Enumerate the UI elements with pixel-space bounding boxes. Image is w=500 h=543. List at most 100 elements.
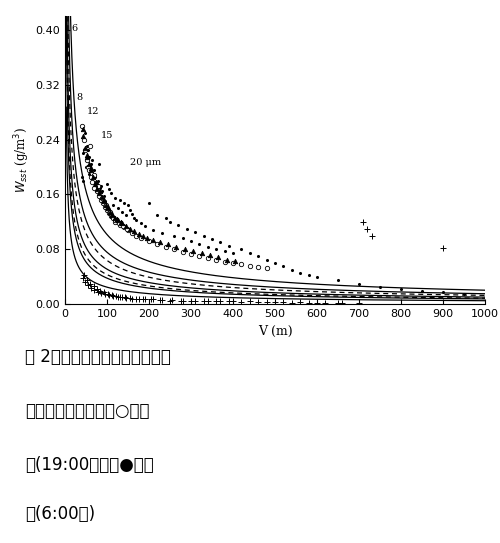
Point xyxy=(99,193,107,202)
Point xyxy=(87,166,95,175)
Point xyxy=(88,164,96,173)
Point xyxy=(222,255,230,264)
Point xyxy=(120,293,128,301)
Text: (6:00〜): (6:00〜) xyxy=(25,505,95,523)
Point xyxy=(149,295,157,304)
Point xyxy=(115,219,123,228)
Point xyxy=(254,263,262,272)
Point xyxy=(80,271,88,280)
Point xyxy=(90,286,98,294)
Point xyxy=(288,298,296,307)
Point xyxy=(206,251,214,260)
Point xyxy=(187,237,195,245)
Point xyxy=(130,213,138,222)
Point xyxy=(128,209,136,218)
Point xyxy=(103,205,111,214)
Point xyxy=(116,292,124,301)
Point xyxy=(166,218,174,226)
Point xyxy=(196,239,203,248)
Point xyxy=(262,264,270,273)
Point xyxy=(90,178,98,186)
Point xyxy=(288,266,296,274)
Point xyxy=(141,295,149,304)
Point xyxy=(90,183,98,192)
Point xyxy=(118,219,126,228)
Point xyxy=(84,163,92,172)
Point xyxy=(262,298,270,306)
Point xyxy=(138,231,146,240)
Point xyxy=(296,298,304,306)
Point xyxy=(114,292,122,301)
Point xyxy=(107,212,115,220)
Point xyxy=(101,290,109,299)
Point xyxy=(397,285,405,293)
Point xyxy=(204,242,212,251)
Point xyxy=(96,190,104,199)
Y-axis label: $W_{sst}$ (g/m$^3$): $W_{sst}$ (g/m$^3$) xyxy=(13,127,32,193)
Point xyxy=(368,231,376,240)
Text: 20 μm: 20 μm xyxy=(130,158,161,167)
Point xyxy=(92,185,100,193)
Point xyxy=(114,216,122,225)
Point xyxy=(156,295,164,304)
Point xyxy=(120,223,128,232)
Point xyxy=(84,153,92,161)
Point xyxy=(119,222,127,230)
Point xyxy=(103,180,111,188)
Point xyxy=(322,298,330,307)
Point xyxy=(97,289,105,298)
Point xyxy=(359,218,367,226)
Point xyxy=(84,281,92,289)
Point xyxy=(83,153,91,161)
Point xyxy=(106,207,114,216)
Text: 6: 6 xyxy=(72,24,78,34)
Point xyxy=(89,173,97,182)
Point xyxy=(112,215,120,224)
Point xyxy=(90,166,98,175)
Point xyxy=(94,176,102,185)
Point xyxy=(81,129,89,137)
Point xyxy=(110,214,118,223)
Point xyxy=(229,297,237,306)
Point xyxy=(229,258,237,267)
Point xyxy=(92,178,100,186)
Point xyxy=(100,288,108,297)
Point xyxy=(86,166,94,175)
Point xyxy=(88,156,96,165)
Point xyxy=(105,185,113,193)
Point xyxy=(271,298,279,306)
Point xyxy=(82,163,90,172)
Point xyxy=(439,288,447,297)
Point xyxy=(83,276,91,285)
Point xyxy=(96,187,104,195)
Point xyxy=(81,146,89,154)
Point xyxy=(198,249,205,258)
Point xyxy=(246,248,254,257)
Point xyxy=(334,298,342,307)
Point xyxy=(338,298,346,307)
Point xyxy=(220,257,228,266)
Point xyxy=(78,173,86,182)
Text: 15: 15 xyxy=(100,131,113,140)
Point xyxy=(212,256,220,264)
Point xyxy=(116,220,124,229)
Point xyxy=(130,226,138,235)
Point xyxy=(132,294,140,303)
Point xyxy=(122,294,130,302)
Point xyxy=(116,195,124,204)
Point xyxy=(200,231,207,240)
Point xyxy=(117,218,125,226)
Point xyxy=(178,234,186,243)
Point xyxy=(99,198,107,207)
Point xyxy=(156,237,164,246)
Point xyxy=(100,195,108,204)
Point xyxy=(231,256,239,265)
Point xyxy=(271,258,279,267)
Point xyxy=(376,282,384,291)
Point xyxy=(105,209,113,217)
Point xyxy=(126,224,134,233)
Point xyxy=(102,200,110,209)
Point xyxy=(126,294,134,302)
Point xyxy=(238,298,246,306)
Point xyxy=(94,192,102,200)
